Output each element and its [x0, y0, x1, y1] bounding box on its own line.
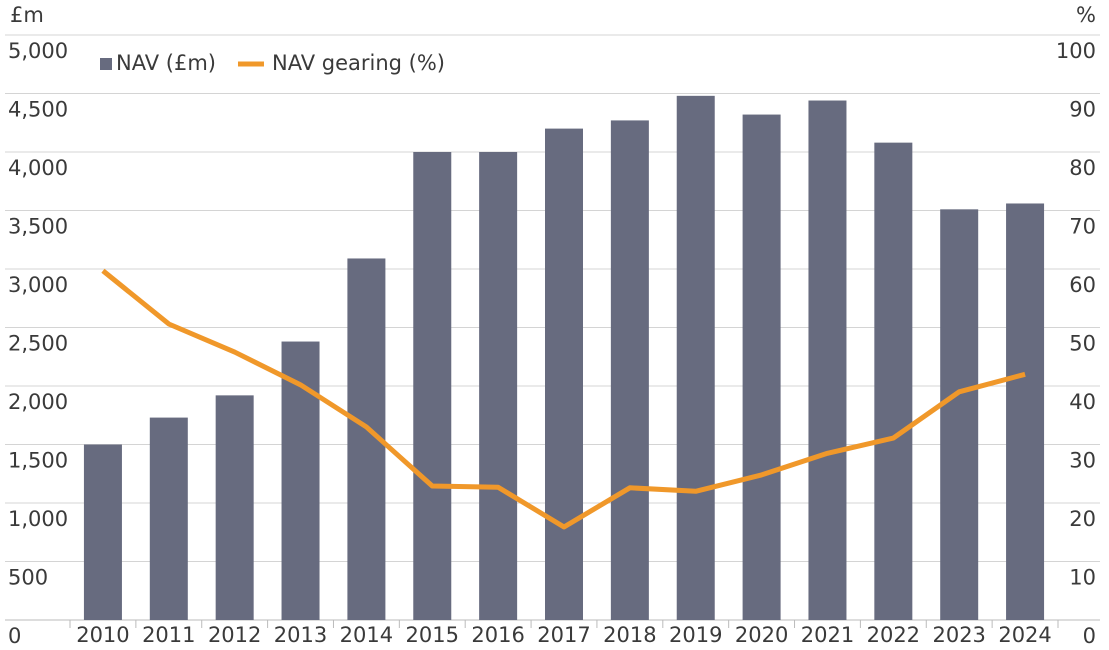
y2-tick-label: 60: [1069, 273, 1096, 297]
x-tick-label: 2023: [932, 623, 985, 647]
x-tick-label: 2012: [208, 623, 261, 647]
legend-label: NAV (£m): [116, 51, 216, 75]
y2-tick-label: 100: [1056, 39, 1096, 63]
bar: [413, 152, 452, 620]
y2-tick-label: 50: [1069, 332, 1096, 356]
x-tick-label: 2011: [142, 623, 195, 647]
x-tick-label: 2020: [735, 623, 788, 647]
y2-axis-label: %: [1076, 3, 1096, 27]
bar: [545, 128, 583, 620]
x-tick-label: 2024: [998, 623, 1051, 647]
y-tick-label: 0: [8, 624, 21, 648]
x-tick-label: 2021: [801, 623, 854, 647]
y-tick-label: 1,000: [8, 507, 68, 531]
bar: [479, 152, 518, 620]
y2-tick-label: 90: [1069, 98, 1096, 122]
y-tick-label: 2,500: [8, 332, 68, 356]
x-tick-label: 2014: [340, 623, 393, 647]
bar: [610, 120, 649, 620]
y-tick-label: 4,000: [8, 156, 68, 180]
bar: [149, 417, 188, 620]
y2-tick-label: 20: [1069, 507, 1096, 531]
y-tick-label: 3,500: [8, 215, 68, 239]
y2-tick-label: 80: [1069, 156, 1096, 180]
y-tick-label: 2,000: [8, 390, 68, 414]
y-tick-label: 4,500: [8, 98, 68, 122]
bar: [940, 209, 979, 620]
y2-tick-label: 10: [1069, 566, 1096, 590]
x-tick-label: 2022: [867, 623, 920, 647]
bar: [676, 95, 715, 621]
x-tick-label: 2017: [537, 623, 590, 647]
bar: [874, 142, 913, 620]
x-tick-label: 2018: [603, 623, 656, 647]
y2-tick-label: 40: [1069, 390, 1096, 414]
x-tick-label: 2015: [406, 623, 459, 647]
x-tick-label: 2016: [471, 623, 524, 647]
y2-tick-label: 30: [1069, 449, 1096, 473]
bar: [83, 444, 122, 620]
x-tick-label: 2010: [76, 623, 129, 647]
y-axis-label: £m: [10, 3, 44, 27]
bar: [215, 395, 254, 620]
legend-label: NAV gearing (%): [272, 51, 445, 75]
bar: [281, 341, 320, 620]
legend-swatch: [100, 58, 112, 70]
y-tick-label: 3,000: [8, 273, 68, 297]
x-tick-label: 2013: [274, 623, 327, 647]
y-tick-label: 500: [8, 566, 48, 590]
y2-tick-label: 0: [1083, 624, 1096, 648]
x-tick-label: 2019: [669, 623, 722, 647]
y-tick-label: 5,000: [8, 39, 68, 63]
y2-tick-label: 70: [1069, 215, 1096, 239]
bar: [808, 100, 847, 620]
y-tick-label: 1,500: [8, 449, 68, 473]
bar: [742, 114, 781, 620]
line: [101, 268, 1026, 530]
bar: [1006, 203, 1045, 621]
